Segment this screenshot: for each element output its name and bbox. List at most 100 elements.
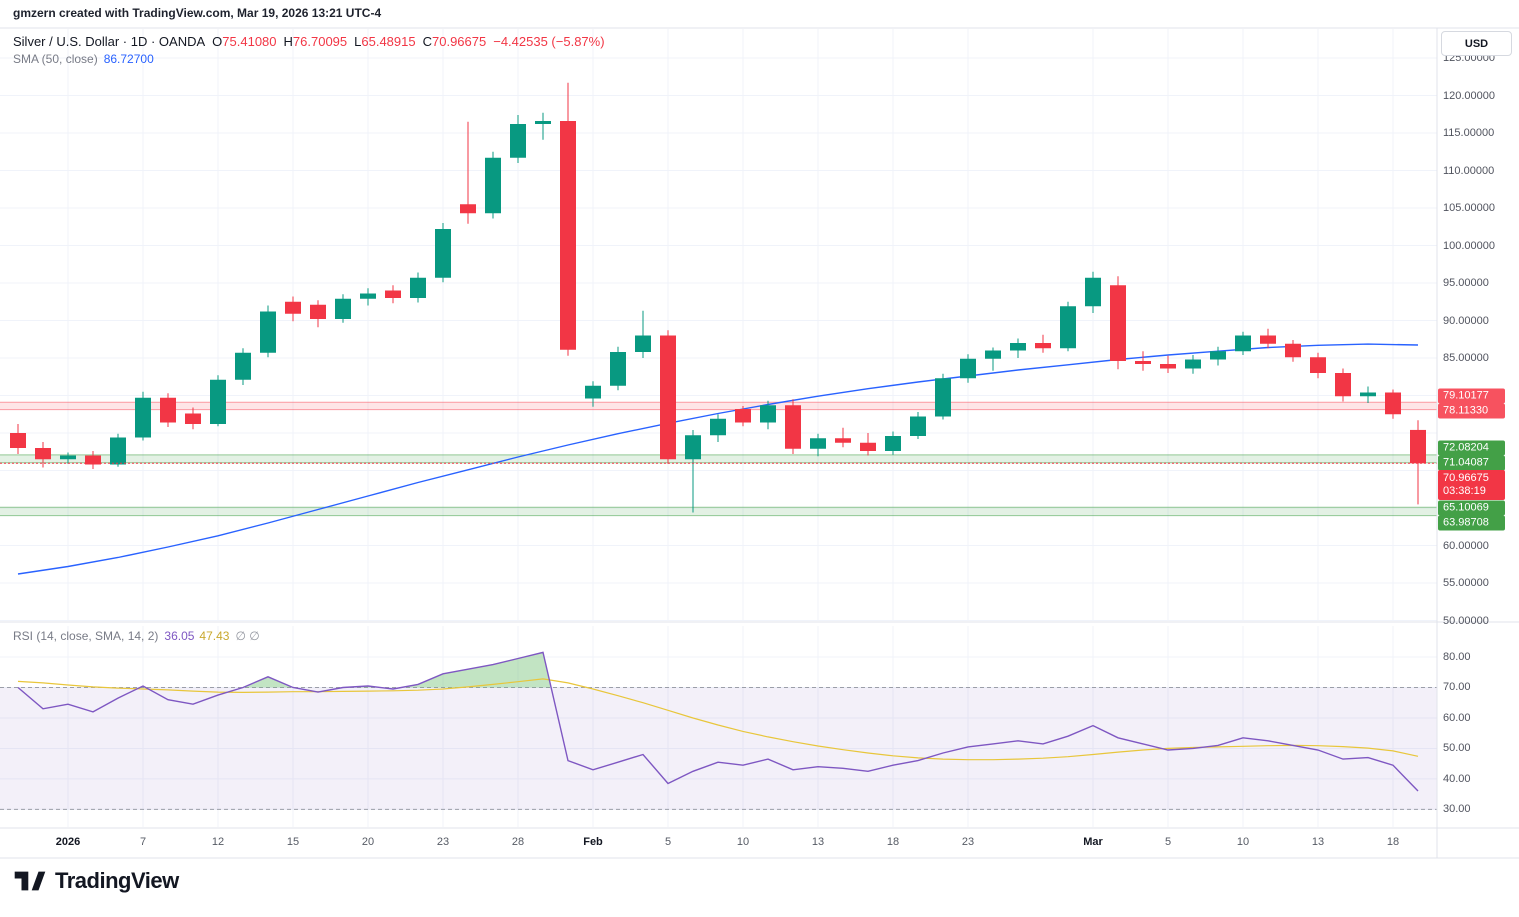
candle [710, 414, 726, 442]
candle [160, 393, 176, 427]
time-axis-label: Mar [1083, 836, 1103, 848]
price-zone-support [0, 507, 1437, 516]
candle [535, 112, 551, 140]
time-axis-label: 10 [736, 836, 750, 848]
price-tick-label: 55.00000 [1443, 577, 1489, 589]
candle [1085, 271, 1101, 313]
sma-value: 86.72700 [103, 52, 154, 66]
candle [1210, 346, 1226, 366]
rsi-overbought-fill [401, 652, 552, 688]
candle [810, 433, 826, 457]
candle [685, 430, 701, 513]
rsi-label[interactable]: RSI (14, close, SMA, 14, 2) [13, 629, 159, 643]
candle [10, 424, 26, 454]
candle [1135, 351, 1151, 371]
gridlines [0, 29, 1437, 827]
price-tick-label: 60.00000 [1443, 539, 1489, 552]
candle [60, 452, 76, 464]
price-zone-resistance [0, 402, 1437, 410]
symbol-legend-row: Silver / U.S. Dollar · 1D · OANDA O75.410… [13, 34, 605, 49]
rsi-ma-value: 47.43 [199, 629, 230, 643]
time-axis-label: 23 [436, 836, 450, 848]
candle [185, 407, 201, 430]
candle [635, 310, 651, 358]
chart-canvas[interactable] [0, 0, 1519, 862]
time-axis-label: 18 [1386, 836, 1400, 848]
candle [460, 121, 476, 224]
candle [585, 381, 601, 407]
candle [1060, 301, 1076, 352]
candle [360, 288, 376, 306]
price-level-label: 79.10177 [1438, 388, 1505, 404]
tradingview-logo[interactable]: TradingView [13, 868, 179, 894]
rsi-tick-label: 30.00 [1443, 803, 1471, 816]
rsi-tick-label: 80.00 [1443, 651, 1471, 663]
open-label: O [212, 34, 223, 49]
rsi-overbought-fill [243, 676, 293, 688]
candle [510, 115, 526, 163]
last-price-label: 70.96675 03:38:19 [1438, 470, 1505, 501]
candle [735, 406, 751, 427]
rsi-tick-label: 60.00 [1443, 711, 1471, 724]
candle [785, 399, 801, 454]
rsi-tick-label: 50.00 [1443, 742, 1471, 755]
candle [1010, 338, 1026, 358]
price-level-label: 65.10069 [1438, 500, 1505, 516]
candle [1035, 334, 1051, 353]
currency-button[interactable]: USD [1441, 31, 1512, 56]
time-axis-label: 7 [139, 836, 147, 848]
rsi-tick-label: 40.00 [1443, 772, 1471, 785]
candle [1260, 328, 1276, 349]
tradingview-logo-text: TradingView [55, 868, 179, 893]
candle [1185, 355, 1201, 374]
candle [235, 348, 251, 385]
close-label: C [422, 34, 432, 49]
sma-50-line [17, 343, 1419, 575]
high-value: 76.70095 [292, 34, 348, 49]
candle [1310, 352, 1326, 379]
time-axis-label: 5 [1164, 836, 1172, 848]
price-tick-label: 95.00000 [1443, 277, 1489, 289]
candle [985, 347, 1001, 371]
symbol-title[interactable]: Silver / U.S. Dollar · 1D · OANDA [13, 34, 206, 49]
rsi-extra-values: ∅ ∅ [235, 629, 260, 643]
candle [385, 285, 401, 304]
sma-legend-row: SMA (50, close) 86.72700 [13, 52, 154, 66]
time-axis-label: 15 [286, 836, 300, 848]
price-tick-label: 50.00000 [1443, 614, 1489, 627]
candle [285, 296, 301, 322]
sma-label[interactable]: SMA (50, close) [13, 52, 98, 66]
rsi-line [17, 651, 1419, 792]
time-axis-label: 5 [664, 836, 672, 848]
candles-layer [10, 82, 1426, 513]
time-axis-label: 20 [361, 836, 375, 848]
candle [485, 151, 501, 219]
time-axis-label: 18 [886, 836, 900, 848]
time-axis-label: 28 [511, 836, 525, 848]
candle [660, 330, 676, 464]
rsi-legend-row: RSI (14, close, SMA, 14, 2) 36.05 47.43 ∅ ∅ [13, 629, 260, 643]
candle [835, 427, 851, 448]
candle [1110, 276, 1126, 370]
price-level-label: 71.04087 [1438, 455, 1505, 471]
candle [1235, 331, 1251, 355]
time-axis-label: 13 [811, 836, 825, 848]
rsi-tick-label: 70.00 [1443, 681, 1471, 694]
time-axis-label: 13 [1311, 836, 1325, 848]
price-tick-label: 115.00000 [1443, 127, 1495, 139]
time-axis-label: 2026 [55, 836, 81, 848]
candle [1410, 420, 1426, 505]
price-tick-label: 110.00000 [1443, 164, 1495, 177]
price-zone-support [0, 454, 1437, 463]
candle [410, 272, 426, 303]
candle [1385, 389, 1401, 419]
candle [135, 391, 151, 441]
candle [885, 431, 901, 455]
candle [1160, 355, 1176, 373]
candle [1285, 340, 1301, 362]
time-axis-label: 12 [211, 836, 225, 848]
candle [910, 412, 926, 439]
attribution-text: gmzern created with TradingView.com, Mar… [13, 6, 382, 20]
candle [560, 82, 576, 356]
